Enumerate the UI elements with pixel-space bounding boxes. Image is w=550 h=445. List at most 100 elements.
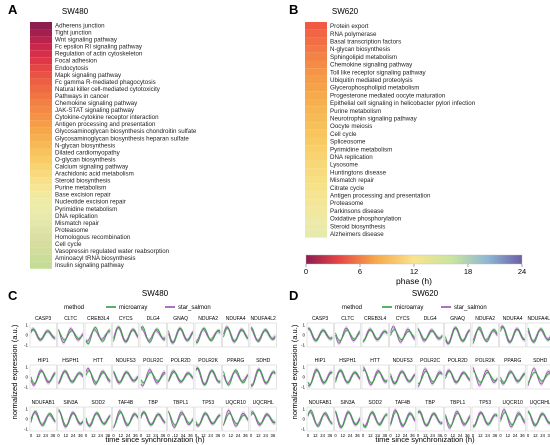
sw480-microarray-line-25 xyxy=(223,412,249,425)
phase-colorbar xyxy=(305,254,523,265)
heatmap-sw620-cell-26 xyxy=(305,222,327,230)
sw620-microarray-line-0 xyxy=(307,327,333,342)
legend-c-microarray-label: microarray xyxy=(119,305,147,311)
sw480-gene-label-23: TBPL1 xyxy=(173,400,189,406)
sw620-xtick-7-2: 24 xyxy=(513,433,518,438)
heatmap-sw480-cell-1 xyxy=(30,29,52,37)
sw620-gene-label-15: POLR2K xyxy=(475,358,495,364)
sw620-gene-label-1: CLTC xyxy=(341,316,354,322)
sw620-star-salmon-line-2 xyxy=(362,328,388,343)
sw480-microarray-line-14 xyxy=(168,371,194,382)
sw620-microarray-line-13 xyxy=(417,370,443,384)
heatmap-sw620-row-label-17: DNA replication xyxy=(330,154,373,161)
sw620-xtick-6-0: 0 xyxy=(472,433,475,438)
sw480-star-salmon-line-24 xyxy=(195,412,221,427)
heatmap-sw480-cell-26 xyxy=(30,205,52,213)
heatmap-sw620-row-label-23: Proteasome xyxy=(330,200,364,207)
heatmap-sw480-cell-21 xyxy=(30,170,52,178)
sw620-microarray-line-17 xyxy=(527,371,550,383)
sw620-xtick-6-3: 36 xyxy=(493,433,498,438)
panel-letter-c: C xyxy=(8,288,18,303)
sw480-gene-label-24: TP53 xyxy=(202,400,214,406)
heatmap-sw620-row-label-15: Spliceosome xyxy=(330,139,366,146)
heatmap-sw480-cell-23 xyxy=(30,184,52,192)
sw620-star-salmon-band-16 xyxy=(500,368,525,387)
heatmap-sw620-row-label-26: Steroid biosynthesis xyxy=(330,223,385,230)
sw620-xtick-5-3: 36 xyxy=(465,433,470,438)
heatmap-sw620-row-label-10: Epithelial cell signaling in helicobacte… xyxy=(330,100,476,107)
panel-c-xlabel: time since synchronization (h) xyxy=(105,435,205,444)
sw620-microarray-line-8 xyxy=(527,327,550,343)
sw620-xtick-1-2: 24 xyxy=(348,433,353,438)
heatmap-sw480-row-label-32: Vasopressin regulated water reabsorption xyxy=(55,248,170,255)
heatmap-sw620-row-label-8: Glycerophospholipid metabolism xyxy=(330,85,419,92)
sw480-xtick-0-2: 24 xyxy=(43,433,48,438)
heatmap-sw620-row-label-19: Huntingtons disease xyxy=(330,169,387,176)
legend-c: method microarray star_salmon xyxy=(64,305,211,311)
heatmap-sw480-row-label-13: Cytokine-cytokine receptor interaction xyxy=(55,114,159,121)
sw480-star-salmon-line-21 xyxy=(113,410,139,429)
sw620-xtick-7-3: 36 xyxy=(520,433,525,438)
sw620-xtick-2-0: 0 xyxy=(362,433,365,438)
sw480-xtick-4-0: 0 xyxy=(140,433,143,438)
sw480-microarray-line-1 xyxy=(58,329,84,341)
sw620-gene-label-9: HIP1 xyxy=(315,358,326,364)
sw480-star-salmon-band-12 xyxy=(113,369,138,386)
sw620-xtick-3-0: 0 xyxy=(389,433,392,438)
sw480-xtick-7-2: 24 xyxy=(236,433,241,438)
sw480-microarray-line-21 xyxy=(113,411,139,427)
sw480-xtick-3-2: 24 xyxy=(126,433,131,438)
sw620-microarray-line-7 xyxy=(500,326,525,343)
heatmap-sw620-row-label-14: Cell cycle xyxy=(330,131,357,138)
sw480-star-salmon-line-16 xyxy=(223,371,249,384)
heatmap-sw620-row-label-27: Alzheimers disease xyxy=(330,231,384,238)
sw480-gene-label-1: CLTC xyxy=(64,316,77,322)
heatmap-sw480-cell-12 xyxy=(30,106,52,114)
sw480-xtick-2-2: 24 xyxy=(98,433,103,438)
heatmap-sw480-row-label-1: Tight junction xyxy=(55,30,92,37)
sw620-microarray-band-6 xyxy=(473,325,498,346)
colorbar-tick-label-3: 18 xyxy=(464,267,472,276)
sw480-microarray-line-18 xyxy=(30,410,56,427)
heatmap-sw480-cell-11 xyxy=(30,99,52,107)
heatmap-sw620-row-label-2: Basal transcription factors xyxy=(330,39,401,46)
sw480-microarray-line-15 xyxy=(195,367,221,386)
sw620-xtick-1-0: 0 xyxy=(334,433,337,438)
sw620-ytick-1-1: 0 xyxy=(302,375,305,380)
sw480-star-salmon-line-26 xyxy=(250,411,276,426)
heatmap-sw480-row-label-29: Proteasome xyxy=(55,227,89,234)
colorbar-tick-label-0: 0 xyxy=(304,267,308,276)
sw480-microarray-line-20 xyxy=(85,412,111,427)
sw480-ytick-1-1: 0 xyxy=(25,375,28,380)
sw480-gene-label-26: UQCRHL xyxy=(253,400,274,406)
sw620-microarray-line-12 xyxy=(390,371,416,384)
sw480-xtick-7-3: 36 xyxy=(243,433,248,438)
sw480-xtick-5-0: 0 xyxy=(167,433,170,438)
heatmap-sw480-cell-5 xyxy=(30,57,52,65)
sw620-star-salmon-band-8 xyxy=(528,327,550,344)
sw480-xtick-0-1: 12 xyxy=(36,433,41,438)
sw480-xtick-1-0: 0 xyxy=(57,433,60,438)
sw620-xtick-4-0: 0 xyxy=(417,433,420,438)
heatmap-sw480-row-label-31: Cell cycle xyxy=(55,241,82,248)
sw620-star-salmon-line-0 xyxy=(307,327,333,342)
sw620-xtick-4-3: 36 xyxy=(438,433,443,438)
heatmap-sw620-cell-16 xyxy=(305,145,327,153)
panel-d-title: SW620 xyxy=(412,289,439,298)
legend-d-title: method xyxy=(342,305,362,311)
sw480-gene-label-22: TBP xyxy=(148,400,158,406)
legend-c-title: method xyxy=(64,305,84,311)
heatmap-sw620-row-label-21: Citrate cycle xyxy=(330,185,365,192)
sw620-gene-label-24: TP53 xyxy=(479,400,491,406)
sw620-ytick-1-0: 1 xyxy=(302,365,305,370)
sw620-ytick-0-2: -1 xyxy=(301,343,305,348)
colorbar-tick-label-2: 12 xyxy=(410,267,418,276)
heatmap-sw620-cell-11 xyxy=(305,106,327,115)
sw620-microarray-line-26 xyxy=(527,411,550,426)
sw620-microarray-line-10 xyxy=(335,369,361,384)
sw620-star-salmon-band-19 xyxy=(335,409,360,430)
sw620-microarray-line-23 xyxy=(445,412,471,427)
sw480-xtick-3-3: 36 xyxy=(133,433,138,438)
panel-d-ylabel: normalized expression (a.u.) xyxy=(290,324,299,419)
sw480-gene-label-4: DLG4 xyxy=(147,316,160,322)
